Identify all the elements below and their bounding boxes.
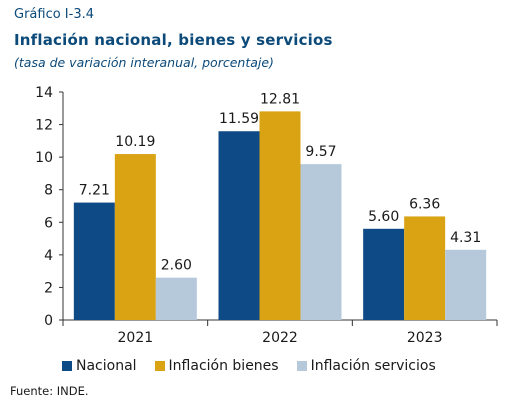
legend-item-nacional: Nacional <box>62 358 137 374</box>
data-label: 11.59 <box>219 111 259 127</box>
data-label: 4.31 <box>450 230 481 246</box>
data-label: 6.36 <box>409 196 440 212</box>
chart-subtitle: (tasa de variación interanual, porcentaj… <box>14 55 274 70</box>
legend-swatch-servicios <box>296 361 307 371</box>
x-tick-label: 2023 <box>407 330 443 346</box>
y-tick-label: 12 <box>35 118 53 134</box>
source-note: Fuente: INDE. <box>10 384 89 398</box>
bar-inflación-servicios-2023 <box>445 249 487 320</box>
y-tick-label: 2 <box>44 280 53 296</box>
data-label: 10.19 <box>115 134 155 150</box>
bar-nacional-2023 <box>363 228 405 320</box>
y-tick-label: 6 <box>44 215 53 231</box>
x-tick-label: 2021 <box>118 330 154 346</box>
bar-inflación-bienes-2023 <box>404 216 446 320</box>
y-tick-label: 14 <box>35 85 53 101</box>
chart-title: Inflación nacional, bienes y servicios <box>14 31 333 49</box>
bar-nacional-2022 <box>218 131 260 320</box>
bar-inflación-servicios-2022 <box>300 164 342 320</box>
data-label: 2.60 <box>161 258 192 274</box>
y-tick-label: 8 <box>44 183 53 199</box>
y-tick-label: 4 <box>44 248 53 264</box>
data-label: 7.21 <box>79 183 110 199</box>
axes: 0 2 4 6 8 10 12 14 2021 2022 2023 <box>35 85 498 346</box>
legend-swatch-nacional <box>62 361 72 371</box>
data-label: 5.60 <box>368 209 399 225</box>
legend-item-servicios: Inflación servicios <box>296 358 436 374</box>
bars <box>73 111 487 320</box>
y-tick-label: 10 <box>35 150 53 166</box>
legend: Nacional Inflación bienes Inflación serv… <box>62 358 436 374</box>
bar-nacional-2021 <box>73 202 115 320</box>
legend-swatch-bienes <box>154 361 165 371</box>
data-label: 12.81 <box>260 91 300 107</box>
x-tick-label: 2022 <box>262 330 298 346</box>
bar-inflación-bienes-2022 <box>259 111 301 320</box>
bar-inflación-servicios-2021 <box>155 277 197 320</box>
data-label: 9.57 <box>305 144 336 160</box>
legend-item-bienes: Inflación bienes <box>154 358 279 374</box>
chart-number: Gráfico I-3.4 <box>14 7 95 22</box>
bar-inflación-bienes-2021 <box>114 154 156 320</box>
legend-label-servicios: Inflación servicios <box>310 358 436 374</box>
y-tick-label: 0 <box>44 313 53 329</box>
legend-label-nacional: Nacional <box>76 358 137 374</box>
legend-label-bienes: Inflación bienes <box>168 358 279 374</box>
